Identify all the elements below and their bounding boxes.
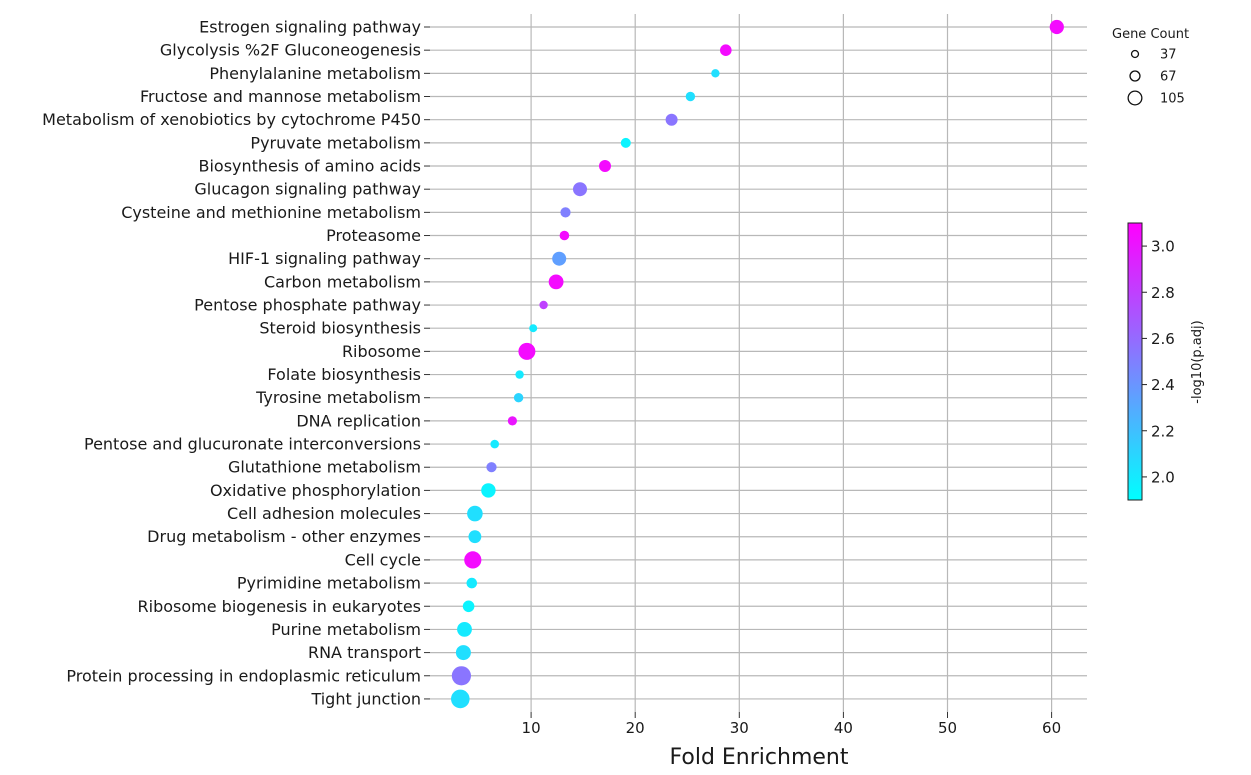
colorbar-ticks: 2.0 2.2 2.4 2.6 2.8 3.0 (1142, 238, 1175, 486)
y-tick-label: Pentose and glucuronate interconversions (84, 435, 421, 454)
y-tick-label: Biosynthesis of amino acids (198, 157, 421, 176)
data-point (560, 207, 571, 218)
y-tick-label: Oxidative phosphorylation (210, 481, 421, 500)
data-point (548, 274, 564, 290)
size-legend-marker (1129, 70, 1141, 82)
y-tick-label: Estrogen signaling pathway (199, 18, 421, 37)
gridlines (430, 14, 1087, 712)
x-tick-label: 20 (626, 719, 645, 737)
colorbar: 2.0 2.2 2.4 2.6 2.8 3.0 -log10(p.adj) (1127, 222, 1205, 501)
data-point (507, 416, 517, 426)
x-axis-ticks: 10 20 30 40 50 60 (522, 712, 1061, 737)
data-points (451, 19, 1064, 709)
y-tick-label: DNA replication (296, 411, 421, 430)
y-tick-label: Steroid biosynthesis (259, 319, 421, 338)
y-tick-label: Ribosome (342, 342, 421, 361)
size-legend-marker (1127, 90, 1143, 106)
y-tick-label: Pentose phosphate pathway (194, 296, 421, 315)
size-legend: Gene Count 37 67 105 (1112, 27, 1189, 107)
x-tick-label: 10 (522, 719, 541, 737)
y-tick-label: Tight junction (310, 689, 421, 708)
x-tick-label: 60 (1042, 719, 1061, 737)
y-tick-label: RNA transport (308, 643, 421, 662)
data-point (620, 137, 631, 148)
data-point (451, 689, 470, 709)
y-tick-label: Glycolysis %2F Gluconeogenesis (160, 41, 421, 60)
y-tick-label: Tyrosine metabolism (255, 388, 421, 407)
y-tick-label: HIF-1 signaling pathway (228, 249, 421, 268)
data-point (462, 600, 475, 613)
y-tick-label: Drug metabolism - other enzymes (147, 527, 421, 546)
data-point (599, 160, 611, 172)
y-tick-label: Protein processing in endoplasmic reticu… (66, 666, 421, 685)
y-tick-label: Folate biosynthesis (267, 365, 421, 384)
y-tick-label: Purine metabolism (271, 620, 421, 639)
y-tick-label: Phenylalanine metabolism (209, 64, 421, 83)
data-point (466, 577, 478, 589)
x-tick-label: 30 (730, 719, 749, 737)
x-tick-label: 50 (938, 719, 957, 737)
data-point (665, 113, 678, 126)
data-point (552, 251, 567, 266)
data-point (685, 91, 696, 102)
colorbar-tick-label: 2.0 (1151, 468, 1175, 486)
colorbar-tick-label: 2.8 (1151, 284, 1175, 302)
y-tick-label: Fructose and mannose metabolism (140, 87, 421, 106)
colorbar-tick-label: 2.4 (1151, 376, 1175, 394)
data-point (468, 530, 482, 544)
data-point (464, 551, 482, 569)
size-legend-label: 105 (1160, 92, 1185, 107)
y-tick-label: Cysteine and methionine metabolism (121, 203, 421, 222)
data-point (1049, 19, 1064, 35)
data-point (513, 393, 524, 403)
x-tick-label: 40 (834, 719, 853, 737)
data-point (457, 622, 472, 637)
size-legend-marker (1130, 49, 1140, 59)
data-point (559, 230, 570, 241)
data-point (451, 666, 471, 686)
size-legend-label: 37 (1160, 48, 1177, 63)
colorbar-tick-label: 2.2 (1151, 422, 1175, 440)
y-tick-label: Cell adhesion molecules (227, 504, 421, 523)
colorbar-tick-label: 2.6 (1151, 330, 1175, 348)
size-legend-label: 67 (1160, 70, 1177, 85)
data-point (455, 645, 471, 661)
x-axis-title: Fold Enrichment (670, 745, 849, 770)
y-tick-label: Pyruvate metabolism (250, 133, 421, 152)
data-point (481, 483, 496, 498)
data-point (539, 300, 548, 310)
y-tick-label: Pyrimidine metabolism (237, 574, 421, 593)
colorbar-tick-label: 3.0 (1151, 238, 1175, 256)
y-tick-label: Carbon metabolism (264, 272, 421, 291)
data-point (720, 44, 732, 56)
y-axis-labels: Estrogen signaling pathway Glycolysis %2F… (42, 18, 430, 708)
data-point (518, 342, 536, 360)
data-point (490, 439, 500, 449)
y-tick-label: Proteasome (326, 226, 421, 245)
data-point (573, 182, 587, 197)
colorbar-title: -log10(p.adj) (1190, 320, 1205, 403)
data-point (486, 462, 497, 473)
y-tick-label: Glucagon signaling pathway (194, 180, 421, 199)
data-point (711, 69, 720, 78)
y-tick-label: Metabolism of xenobiotics by cytochrome … (42, 110, 421, 129)
data-point (515, 370, 524, 379)
size-legend-title: Gene Count (1112, 27, 1189, 42)
y-tick-label: Glutathione metabolism (228, 458, 421, 477)
colorbar-gradient (1127, 222, 1143, 501)
data-point (529, 324, 538, 333)
y-tick-label: Cell cycle (345, 550, 421, 569)
data-point (467, 505, 483, 522)
y-tick-label: Ribosome biogenesis in eukaryotes (138, 597, 421, 616)
